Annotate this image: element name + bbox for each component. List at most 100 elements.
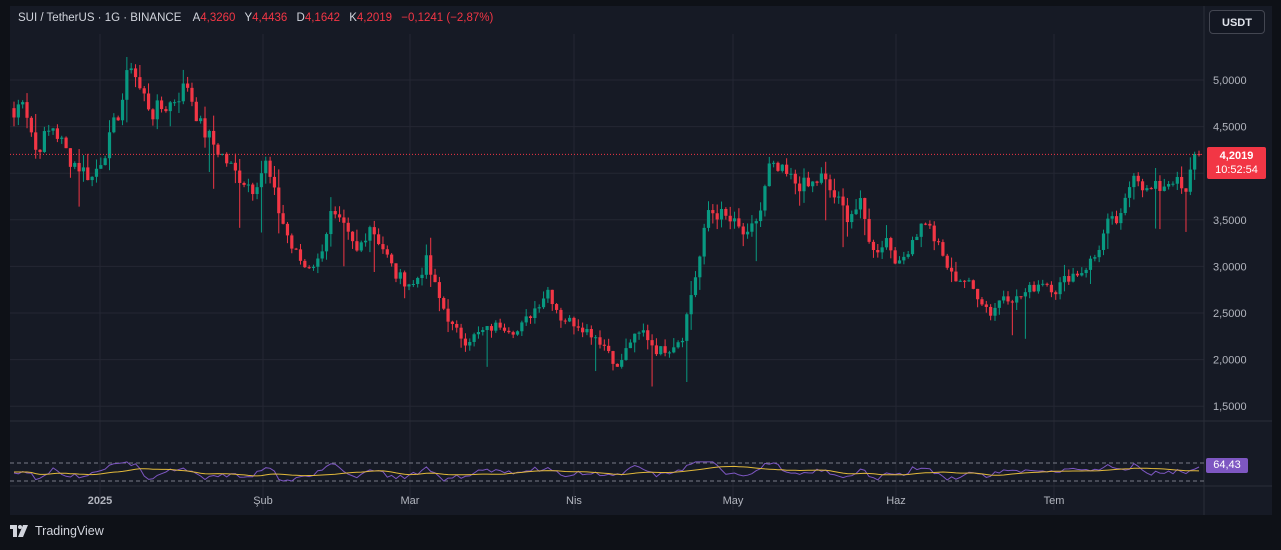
candle-body xyxy=(611,351,615,364)
candle-body xyxy=(628,342,632,349)
candle-body xyxy=(112,117,116,133)
candle-body xyxy=(568,317,572,322)
candle-body xyxy=(906,254,910,257)
candle-body xyxy=(520,322,524,332)
candle-body xyxy=(745,231,750,235)
candle-body xyxy=(346,222,350,232)
open-label: A xyxy=(192,12,201,24)
candle-body xyxy=(264,160,268,174)
y-tick-label: 5,0000 xyxy=(1213,75,1247,87)
candle-body xyxy=(806,177,810,187)
candle-body xyxy=(980,299,984,305)
candle-body xyxy=(832,190,836,198)
candle-body xyxy=(976,288,980,300)
candle-body xyxy=(776,162,780,171)
candle-body xyxy=(989,306,993,316)
candle-body xyxy=(750,223,754,232)
candle-body xyxy=(320,251,324,259)
tradingview-brand[interactable]: TradingView xyxy=(10,524,104,538)
rsi-value-tag: 64,43 xyxy=(1206,458,1248,473)
candle-body xyxy=(646,330,650,341)
candle-body xyxy=(910,240,915,255)
candle-body xyxy=(368,227,372,241)
high-value: 4,4436 xyxy=(252,12,288,24)
candle-body xyxy=(732,218,737,222)
candle-body xyxy=(155,100,159,120)
candle-body xyxy=(659,346,663,355)
last-price-value: 4,2019 xyxy=(1219,150,1254,162)
candle-body xyxy=(342,217,346,223)
rsi-pane[interactable] xyxy=(10,461,1204,482)
candle-body xyxy=(138,77,142,89)
candle-body xyxy=(277,187,281,214)
candle-body xyxy=(854,209,858,215)
candle-body xyxy=(90,176,94,181)
candle-body xyxy=(971,280,975,289)
candle-body xyxy=(1045,283,1049,285)
y-tick-label: 2,0000 xyxy=(1213,355,1247,367)
candle-body xyxy=(902,256,906,261)
candle-body xyxy=(1019,296,1023,298)
candle-body xyxy=(1127,187,1132,198)
candle-body xyxy=(680,340,685,343)
brand-label: TradingView xyxy=(35,524,104,538)
candle-body xyxy=(246,184,250,186)
candle-body xyxy=(311,266,316,268)
candle-body xyxy=(251,184,255,195)
y-tick-label: 3,5000 xyxy=(1213,215,1247,227)
candle-body xyxy=(693,277,698,296)
candle-body xyxy=(754,221,758,224)
candle-body xyxy=(537,307,541,309)
candle-body xyxy=(715,213,719,220)
candle-body xyxy=(711,210,715,214)
currency-button[interactable]: USDT xyxy=(1209,10,1265,34)
candle-body xyxy=(997,300,1001,308)
candle-body xyxy=(429,255,433,275)
candle-body xyxy=(724,208,728,216)
candle-body xyxy=(1162,186,1166,191)
candles[interactable] xyxy=(10,57,1204,387)
candle-body xyxy=(47,130,51,132)
candle-body xyxy=(86,167,90,181)
candle-body xyxy=(194,101,198,122)
candle-body xyxy=(489,326,494,331)
candle-body xyxy=(958,280,962,282)
candle-body xyxy=(672,347,676,353)
candle-body xyxy=(858,198,863,210)
candle-body xyxy=(811,181,815,187)
candle-body xyxy=(190,87,194,102)
close-value: 4,2019 xyxy=(356,12,393,24)
candle-body xyxy=(463,338,468,346)
candle-body xyxy=(1106,218,1110,234)
candle-body xyxy=(103,158,107,166)
axes: 5,00004,50004,00003,50003,00002,50002,00… xyxy=(88,75,1247,507)
candle-body xyxy=(767,163,771,187)
candle-body xyxy=(1153,180,1158,189)
candle-body xyxy=(1188,169,1192,192)
candle-body xyxy=(294,248,298,250)
candle-body xyxy=(238,170,242,183)
candle-body xyxy=(498,322,502,328)
candle-body xyxy=(1167,184,1171,187)
candle-body xyxy=(923,223,928,225)
candle-body xyxy=(207,130,211,138)
candle-body xyxy=(12,108,16,118)
candle-body xyxy=(528,316,533,318)
chart-frame[interactable] xyxy=(10,6,1272,515)
change-value: −0,1241 (−2,87%) xyxy=(401,12,494,24)
rsi-ma-line xyxy=(14,465,1200,477)
candle-body xyxy=(120,99,125,121)
candle-body xyxy=(815,181,819,183)
candle-body xyxy=(199,118,203,122)
last-price-tag: 4,2019 10:52:54 xyxy=(1207,147,1266,179)
candle-body xyxy=(502,327,507,331)
candle-body xyxy=(416,278,420,284)
candle-body xyxy=(94,168,99,177)
candle-body xyxy=(602,344,606,346)
symbol-title[interactable]: SUI / TetherUS · 1G · BINANCE xyxy=(18,12,182,24)
candle-body xyxy=(667,352,672,354)
candle-body xyxy=(55,128,60,139)
candle-body xyxy=(1062,276,1067,283)
candle-body xyxy=(125,70,129,100)
